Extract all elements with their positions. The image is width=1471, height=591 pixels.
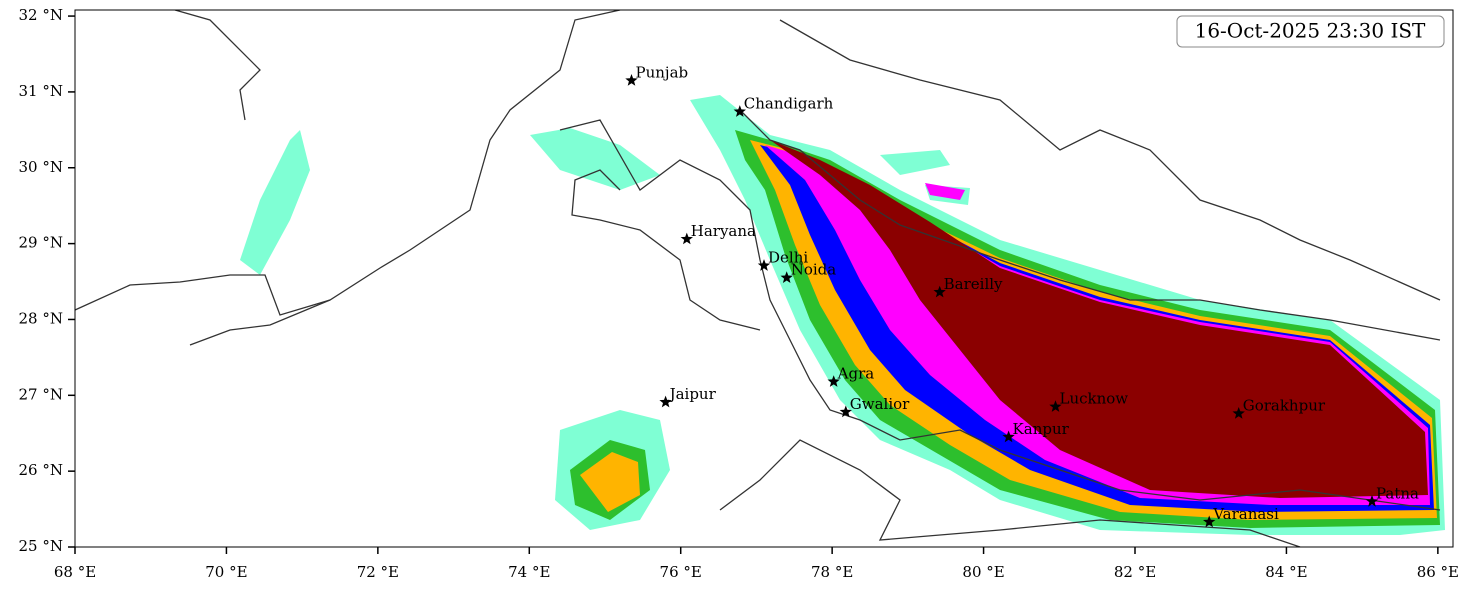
city-label: Haryana	[691, 222, 756, 240]
plot-frame	[74, 9, 1454, 548]
y-tick-label: 30 °N	[19, 158, 63, 176]
city-label: Jaipur	[668, 385, 717, 403]
city-label: Lucknow	[1060, 390, 1129, 408]
city-label: Patna	[1376, 484, 1419, 502]
city-label: Gwalior	[850, 395, 910, 413]
city-label: Noida	[791, 261, 837, 279]
x-tick-label: 74 °E	[508, 563, 550, 581]
city-label: Gorakhpur	[1243, 397, 1326, 415]
y-tick-label: 27 °N	[19, 385, 63, 403]
city-label: Delhi	[768, 249, 808, 267]
timestamp: 16-Oct-2025 23:30 IST	[1195, 19, 1426, 43]
city-marker	[1365, 495, 1379, 507]
rain-extreme	[770, 140, 1428, 498]
city-marker	[839, 405, 852, 418]
y-tick-label: 29 °N	[19, 234, 63, 252]
city-marker	[827, 375, 840, 387]
city-marker	[1232, 407, 1245, 419]
city-label: Bareilly	[944, 275, 1003, 293]
x-tick-label: 80 °E	[962, 563, 1004, 581]
city-marker	[659, 395, 672, 408]
x-tick-label: 76 °E	[660, 563, 702, 581]
x-tick-label: 78 °E	[811, 563, 853, 581]
city-label: Chandigarh	[744, 95, 834, 113]
city-marker	[933, 285, 946, 298]
x-tick-label: 68 °E	[54, 563, 96, 581]
y-tick-label: 28 °N	[19, 309, 63, 327]
y-tick-label: 32 °N	[19, 6, 63, 24]
x-tick-label: 70 °E	[205, 563, 247, 581]
timestamp-box	[1176, 15, 1445, 48]
city-marker	[625, 74, 638, 86]
x-tick-label: 82 °E	[1114, 563, 1156, 581]
x-tick-label: 72 °E	[357, 563, 399, 581]
city-label: Kanpur	[1013, 420, 1070, 438]
city-label: Agra	[837, 365, 875, 383]
x-tick-label: 86 °E	[1417, 563, 1459, 581]
rain-field	[240, 95, 1445, 535]
city-label: Punjab	[636, 64, 689, 82]
city-marker	[1002, 430, 1015, 443]
city-marker	[733, 105, 746, 117]
city-marker	[757, 259, 771, 271]
borders	[75, 10, 1441, 547]
y-tick-label: 25 °N	[19, 537, 63, 555]
y-tick-label: 26 °N	[19, 461, 63, 479]
y-tick-label: 31 °N	[19, 82, 63, 100]
city-marker	[1049, 400, 1062, 412]
city-marker	[780, 271, 793, 283]
x-tick-label: 84 °E	[1265, 563, 1307, 581]
city-label: Varanasi	[1212, 505, 1279, 523]
city-marker	[1203, 515, 1216, 528]
city-marker	[680, 232, 693, 245]
